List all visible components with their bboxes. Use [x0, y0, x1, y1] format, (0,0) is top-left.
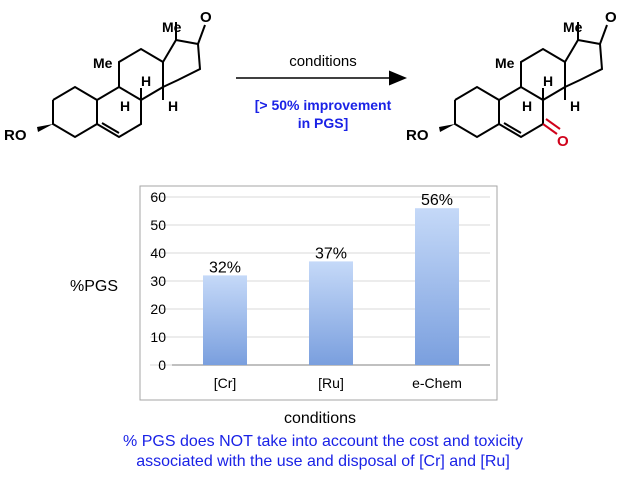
y-axis-ticks: 0 10 20 30 40 50 60: [150, 189, 166, 373]
x-tick-label: e-Chem: [412, 375, 462, 391]
improvement-line-1: [> 50% improvement: [254, 97, 392, 113]
right-h-c14: H: [570, 98, 580, 114]
right-h-c9: H: [522, 98, 532, 114]
left-me-c10: Me: [93, 55, 113, 71]
reaction-scheme: Me O Me H H H RO Me O Me H H H O RO: [4, 9, 617, 150]
right-me-c13: Me: [563, 19, 583, 35]
x-tick-label: [Cr]: [214, 375, 237, 391]
right-h-c8: H: [543, 73, 553, 89]
y-tick-label: 60: [150, 189, 166, 205]
left-h-c8: H: [141, 73, 151, 89]
right-ro-group: RO: [406, 127, 429, 144]
enone-carbonyl: [542, 118, 561, 135]
x-axis-label: conditions: [283, 410, 357, 427]
pgs-bar-chart: 0 10 20 30 40 50 60 32% 37% 56% [Cr] [Ru] e-Chem %…: [70, 185, 498, 401]
bars: 32% 37% 56%: [203, 192, 459, 365]
left-ketone-oxygen: O: [200, 9, 212, 26]
left-h-c14: H: [168, 98, 178, 114]
bar-data-label: 56%: [421, 192, 453, 209]
y-tick-label: 20: [150, 301, 166, 317]
improvement-line-2: in PGS]: [297, 115, 349, 131]
ro-wedge-bond-product: [439, 124, 455, 132]
improvement-note: [> 50% improvement in PGS]: [238, 96, 408, 132]
x-tick-label: [Ru]: [318, 375, 344, 391]
right-me-c10: Me: [495, 55, 515, 71]
y-tick-label: 40: [150, 245, 166, 261]
ro-wedge-bond: [37, 124, 53, 132]
footnote-line-1: % PGS does NOT take into account the cos…: [123, 433, 523, 450]
footnote-line-2: associated with the use and disposal of …: [136, 453, 510, 470]
y-tick-label: 10: [150, 329, 166, 345]
x-axis-ticks: [Cr] [Ru] e-Chem: [214, 375, 462, 391]
y-tick-label: 50: [150, 217, 166, 233]
bar-1: [203, 275, 247, 365]
left-me-c13: Me: [162, 19, 182, 35]
right-enone-oxygen: O: [557, 133, 569, 150]
y-tick-label: 30: [150, 273, 166, 289]
right-ketone-oxygen: O: [605, 9, 617, 26]
y-tick-label: 0: [158, 357, 166, 373]
arrow-conditions-label: conditions: [289, 53, 357, 70]
bar-2: [309, 261, 353, 365]
left-h-c9: H: [120, 98, 130, 114]
bar-3: [415, 208, 459, 365]
product-structure: [454, 22, 608, 139]
y-axis-label: %PGS: [70, 278, 118, 295]
bar-data-label: 32%: [209, 259, 241, 276]
left-ro-group: RO: [4, 127, 27, 144]
footnote: % PGS does NOT take into account the cos…: [8, 432, 638, 472]
bar-data-label: 37%: [315, 245, 347, 262]
starting-material-structure: [52, 22, 206, 139]
